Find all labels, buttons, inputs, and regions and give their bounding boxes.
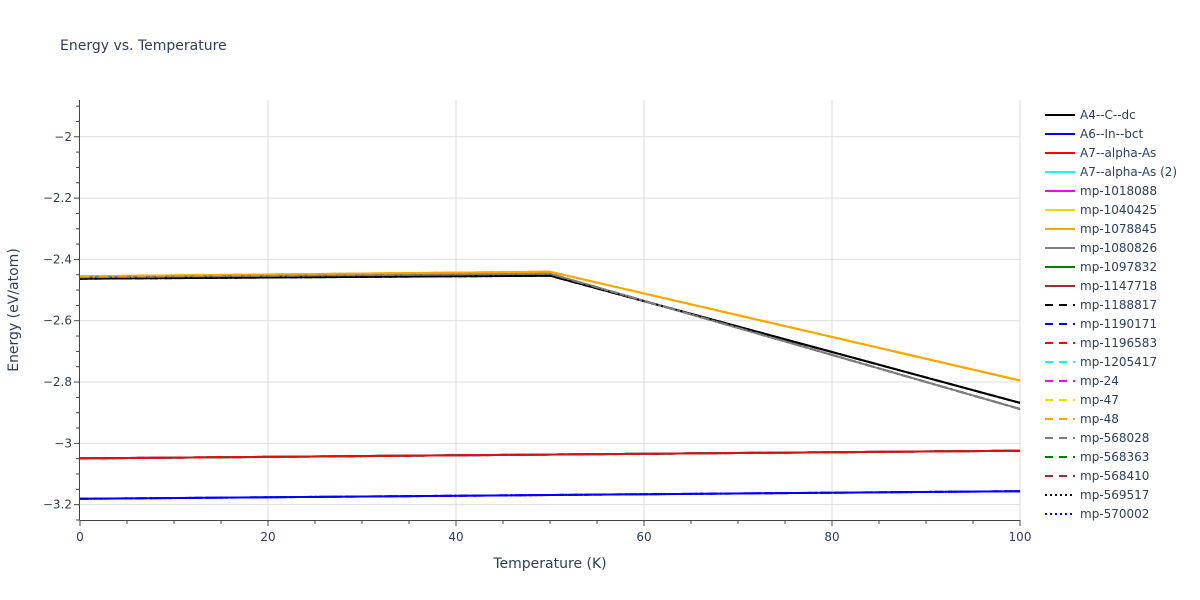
series-line-overlay (79, 272, 1021, 410)
series-line (79, 272, 1021, 410)
y-tick-label: −3.2 (43, 498, 72, 512)
series-line (79, 274, 1021, 404)
legend-label: mp-1040425 (1080, 203, 1157, 217)
series-line-overlay (79, 449, 1021, 460)
legend-label: mp-1018088 (1080, 184, 1157, 198)
legend-label: mp-1080826 (1080, 241, 1157, 255)
legend-label: mp-48 (1080, 412, 1119, 426)
legend-item[interactable]: mp-24 (1045, 374, 1119, 388)
chart-title: Energy vs. Temperature (60, 38, 227, 54)
y-tick-label: −2 (54, 130, 72, 144)
legend-label: A7--alpha-As (2) (1080, 165, 1177, 179)
y-tick-label: −2.4 (43, 252, 72, 266)
series-line (79, 274, 1021, 404)
legend-label: mp-1196583 (1080, 336, 1157, 350)
legend-label: mp-568028 (1080, 431, 1149, 445)
legend-item[interactable]: mp-568410 (1045, 469, 1149, 483)
legend-item[interactable]: mp-570002 (1045, 507, 1149, 521)
legend-label: A4--C--dc (1080, 108, 1136, 122)
legend-item[interactable]: mp-568363 (1045, 450, 1149, 464)
series-line (79, 272, 1021, 410)
series-line-overlay (79, 490, 1021, 500)
legend-item[interactable]: mp-1188817 (1045, 298, 1157, 312)
y-axis-ticks: −2 −2.2 −2.4 −2.6 −2.8 −3 −3.2 (43, 130, 72, 512)
y-tick-label: −2.6 (43, 314, 72, 328)
x-tick-label: 40 (448, 530, 463, 544)
legend-label: A6--In--bct (1080, 127, 1144, 141)
legend-label: mp-1097832 (1080, 260, 1157, 274)
legend-label: mp-24 (1080, 374, 1119, 388)
legend-item[interactable]: mp-1040425 (1045, 203, 1157, 217)
legend-label: mp-1190171 (1080, 317, 1157, 331)
legend-item[interactable]: mp-48 (1045, 412, 1119, 426)
legend-item[interactable]: mp-1147718 (1045, 279, 1157, 293)
series-line (79, 274, 1021, 404)
legend-item[interactable]: A4--C--dc (1045, 108, 1136, 122)
y-tick-label: −2.8 (43, 375, 72, 389)
series-line-overlay (79, 270, 1021, 382)
legend-item[interactable]: mp-1018088 (1045, 184, 1157, 198)
grid (80, 100, 1021, 520)
legend-item[interactable]: A7--alpha-As (2) (1045, 165, 1177, 179)
x-axis-ticks: 0 20 40 60 80 100 (76, 530, 1031, 544)
legend-label: mp-1147718 (1080, 279, 1157, 293)
legend-item[interactable]: A7--alpha-As (1045, 146, 1156, 160)
y-axis-title: Energy (eV/atom) (6, 248, 22, 372)
legend-item[interactable]: mp-1205417 (1045, 355, 1157, 369)
legend-label: mp-568410 (1080, 469, 1149, 483)
legend-label: mp-1188817 (1080, 298, 1157, 312)
legend-item[interactable]: mp-569517 (1045, 488, 1149, 502)
legend-label: mp-568363 (1080, 450, 1149, 464)
legend-item[interactable]: mp-1196583 (1045, 336, 1157, 350)
legend-label: mp-47 (1080, 393, 1119, 407)
legend-label: mp-1078845 (1080, 222, 1157, 236)
legend-item[interactable]: mp-1078845 (1045, 222, 1157, 236)
legend[interactable]: A4--C--dc A6--In--bct A7--alpha-As A7--alph… (1045, 108, 1177, 521)
plot-area (79, 270, 1021, 500)
legend-label: mp-1205417 (1080, 355, 1157, 369)
series-line-overlay (79, 272, 1021, 410)
x-tick-label: 0 (76, 530, 84, 544)
x-tick-label: 100 (1009, 530, 1032, 544)
x-tick-label: 20 (260, 530, 275, 544)
legend-item[interactable]: mp-568028 (1045, 431, 1149, 445)
legend-label: A7--alpha-As (1080, 146, 1156, 160)
legend-item[interactable]: mp-1080826 (1045, 241, 1157, 255)
legend-label: mp-569517 (1080, 488, 1149, 502)
y-tick-label: −3 (54, 436, 72, 450)
legend-item[interactable]: mp-1190171 (1045, 317, 1157, 331)
x-axis-title: Temperature (K) (492, 556, 606, 572)
legend-item[interactable]: mp-47 (1045, 393, 1119, 407)
x-tick-label: 60 (636, 530, 651, 544)
x-tick-label: 80 (824, 530, 839, 544)
legend-label: mp-570002 (1080, 507, 1149, 521)
legend-item[interactable]: mp-1097832 (1045, 260, 1157, 274)
y-tick-label: −2.2 (43, 191, 72, 205)
legend-item[interactable]: A6--In--bct (1045, 127, 1144, 141)
minor-ticks (74, 105, 1021, 526)
